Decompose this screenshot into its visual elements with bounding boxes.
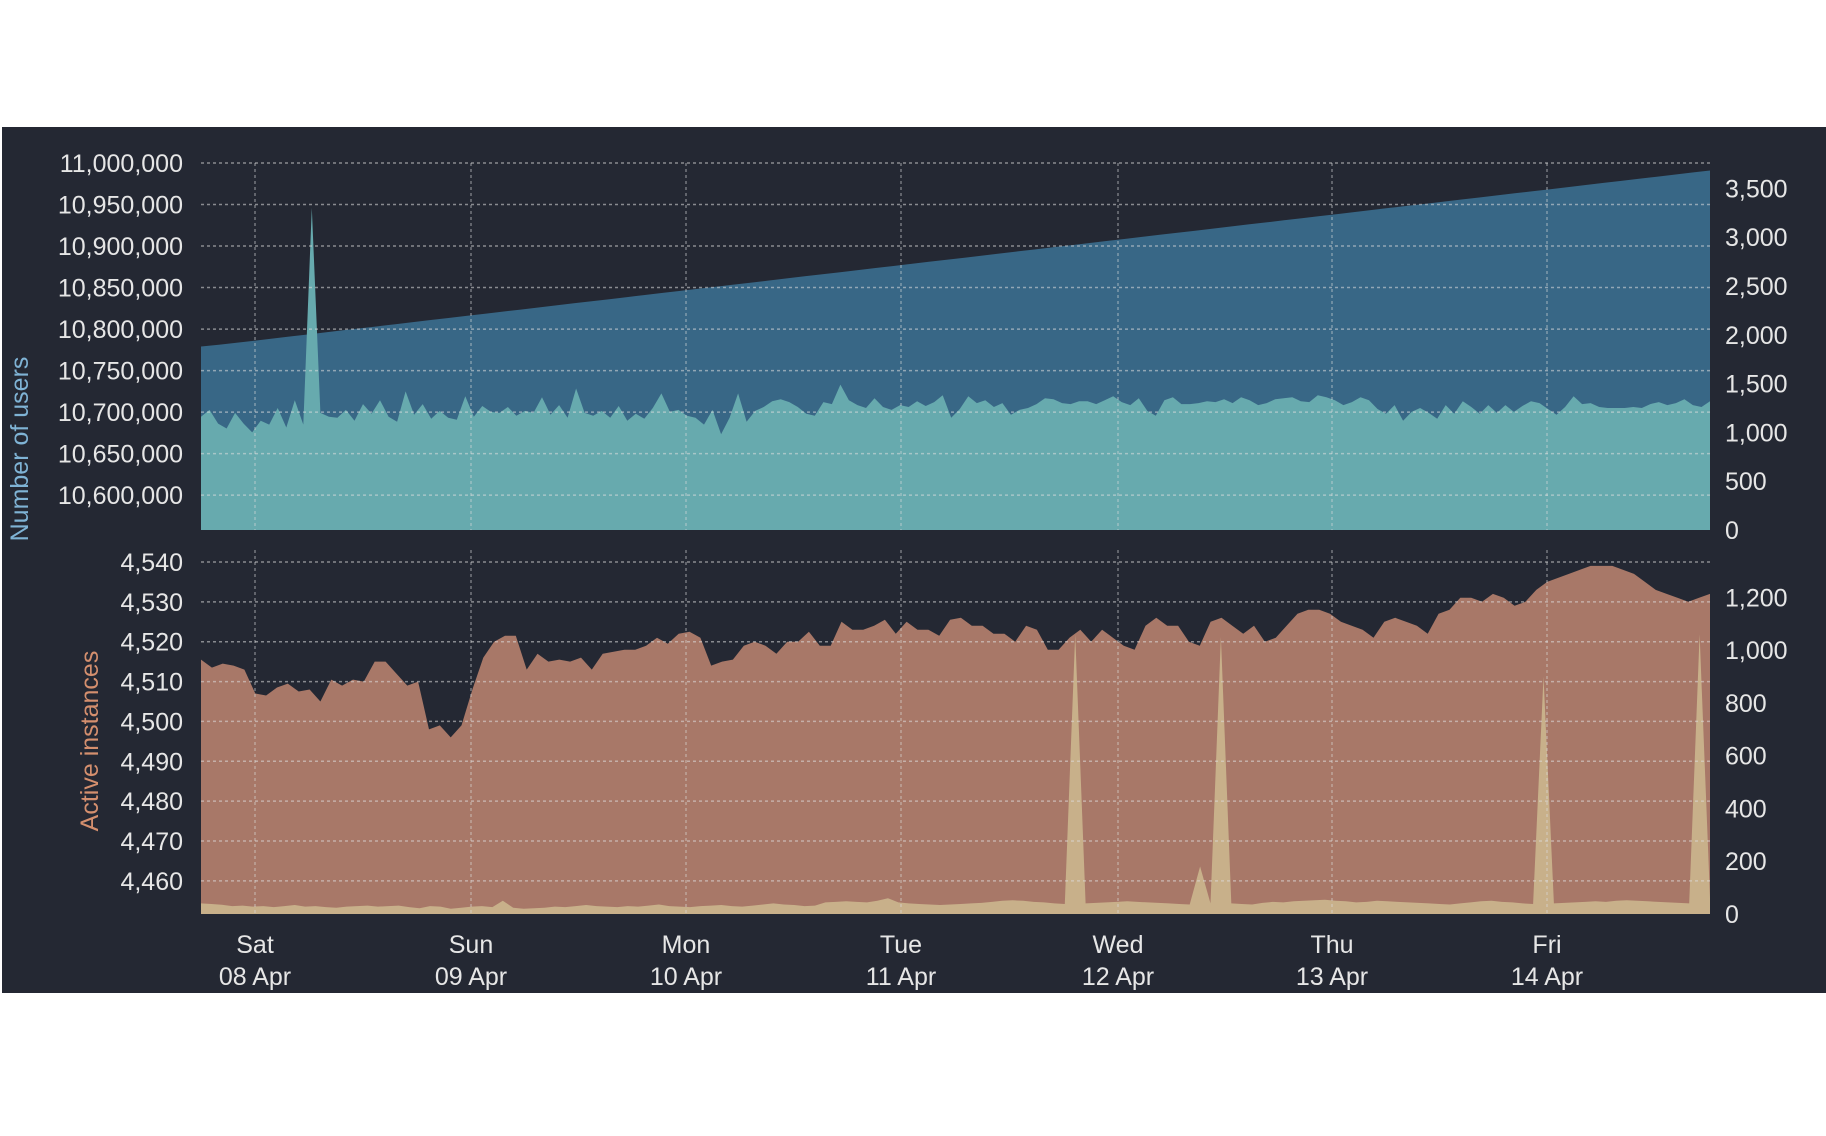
- users-y-tick: 10,650,000: [58, 441, 183, 469]
- x-tick-date: 09 Apr: [435, 963, 507, 991]
- x-tick-date: 10 Apr: [650, 963, 722, 991]
- x-tick-date: 12 Apr: [1082, 963, 1154, 991]
- users-y2-tick: 500: [1725, 468, 1767, 496]
- x-tick-day: Sat: [236, 931, 274, 959]
- instances-plot: 4,540 4,530 4,520 4,510 4,500 4,490 4,480 4,470…: [120, 549, 1787, 929]
- users-y2-tick: 0: [1725, 517, 1739, 545]
- users-y-tick: 10,700,000: [58, 399, 183, 427]
- instances-y-tick: 4,490: [120, 748, 183, 776]
- instances-y2-tick: 1,000: [1725, 637, 1788, 665]
- users-y-tick: 10,950,000: [58, 192, 183, 220]
- users-y-tick: 10,900,000: [58, 233, 183, 261]
- x-axis: Sat 08 Apr Sun 09 Apr Mon 10 Apr Tue 11 Apr Wed 1…: [219, 931, 1583, 991]
- users-y-tick: 10,800,000: [58, 316, 183, 344]
- x-tick-date: 11 Apr: [866, 963, 936, 991]
- instances-y-tick: 4,460: [120, 868, 183, 896]
- x-tick-day: Thu: [1310, 931, 1353, 959]
- instances-y2-tick: 0: [1725, 901, 1739, 929]
- instances-series-primary: [201, 565, 1710, 914]
- instances-y2-tick: 600: [1725, 743, 1767, 771]
- instances-gridlines: [201, 550, 1710, 914]
- instances-y2-tick: 800: [1725, 690, 1767, 718]
- users-y2-tick: 3,500: [1725, 175, 1788, 203]
- users-gridlines: [201, 162, 1710, 530]
- users-axis-title: Number of users: [6, 357, 34, 542]
- instances-y-tick: 4,510: [120, 669, 183, 697]
- users-y2-tick: 2,500: [1725, 273, 1788, 301]
- chart-panel: 11,000,000 10,950,000 10,900,000 10,850,000…: [2, 127, 1826, 993]
- users-y2-tick: 3,000: [1725, 224, 1788, 252]
- users-y-tick: 10,600,000: [58, 482, 183, 510]
- users-y-tick: 10,750,000: [58, 358, 183, 386]
- instances-y-tick: 4,530: [120, 589, 183, 617]
- x-tick-day: Mon: [662, 931, 711, 959]
- x-tick-day: Sun: [449, 931, 493, 959]
- users-y2-tick: 1,000: [1725, 419, 1788, 447]
- x-tick-day: Tue: [880, 931, 922, 959]
- users-y2-tick: 2,000: [1725, 322, 1788, 350]
- instances-y2-tick: 1,200: [1725, 584, 1788, 612]
- users-y2-tick: 1,500: [1725, 371, 1788, 399]
- instances-y2-tick: 400: [1725, 795, 1767, 823]
- x-tick-day: Fri: [1532, 931, 1561, 959]
- x-tick-date: 13 Apr: [1296, 963, 1368, 991]
- users-plot: 11,000,000 10,950,000 10,900,000 10,850,000…: [58, 150, 1788, 545]
- users-y-tick: 11,000,000: [60, 150, 183, 178]
- instances-y-tick: 4,540: [120, 549, 183, 577]
- chart-canvas: 11,000,000 10,950,000 10,900,000 10,850,000…: [6, 150, 1788, 991]
- x-tick-day: Wed: [1093, 931, 1144, 959]
- instances-y-tick: 4,470: [120, 828, 183, 856]
- instances-axis-title: Active instances: [76, 651, 104, 832]
- instances-y-tick: 4,500: [120, 708, 183, 736]
- x-tick-date: 14 Apr: [1511, 963, 1583, 991]
- instances-y-tick: 4,520: [120, 629, 183, 657]
- users-y-tick: 10,850,000: [58, 275, 183, 303]
- users-series-secondary: [201, 207, 1710, 530]
- x-tick-date: 08 Apr: [219, 963, 291, 991]
- instances-y2-tick: 200: [1725, 848, 1767, 876]
- instances-y-tick: 4,480: [120, 788, 183, 816]
